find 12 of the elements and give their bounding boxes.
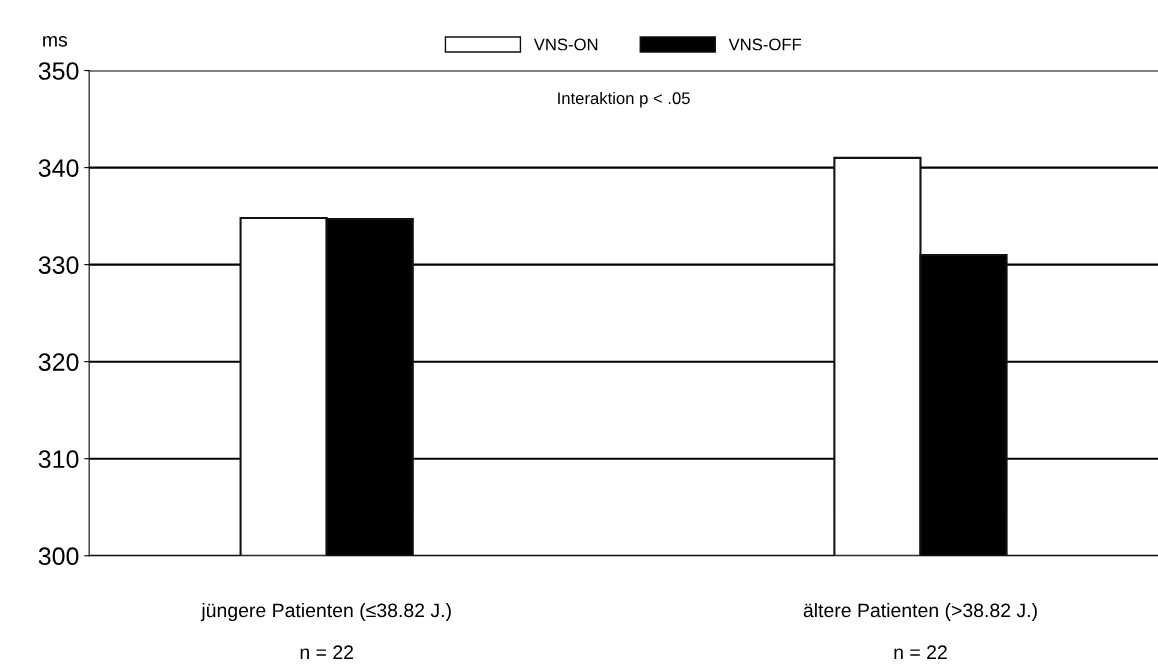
- annotation: Interaktion p < .05: [558, 91, 690, 108]
- legend-label: VNS-OFF: [728, 38, 802, 51]
- y-tick-label: 330: [38, 256, 79, 274]
- legend-label: VNS-ON: [533, 38, 598, 51]
- y-tick-label: 300: [38, 547, 79, 566]
- y-tick-label: 320: [38, 353, 79, 371]
- y-tick-label: 350: [38, 62, 79, 80]
- category-label: jüngere Patienten (≤38.82 J.) n = 22: [200, 602, 451, 659]
- y-tick-label: 310: [38, 450, 79, 469]
- y-tick-label: 340: [38, 159, 79, 177]
- y-axis-title: ms: [43, 36, 68, 47]
- category-label: ältere Patienten (>38.82 J.) n = 22: [803, 602, 1037, 659]
